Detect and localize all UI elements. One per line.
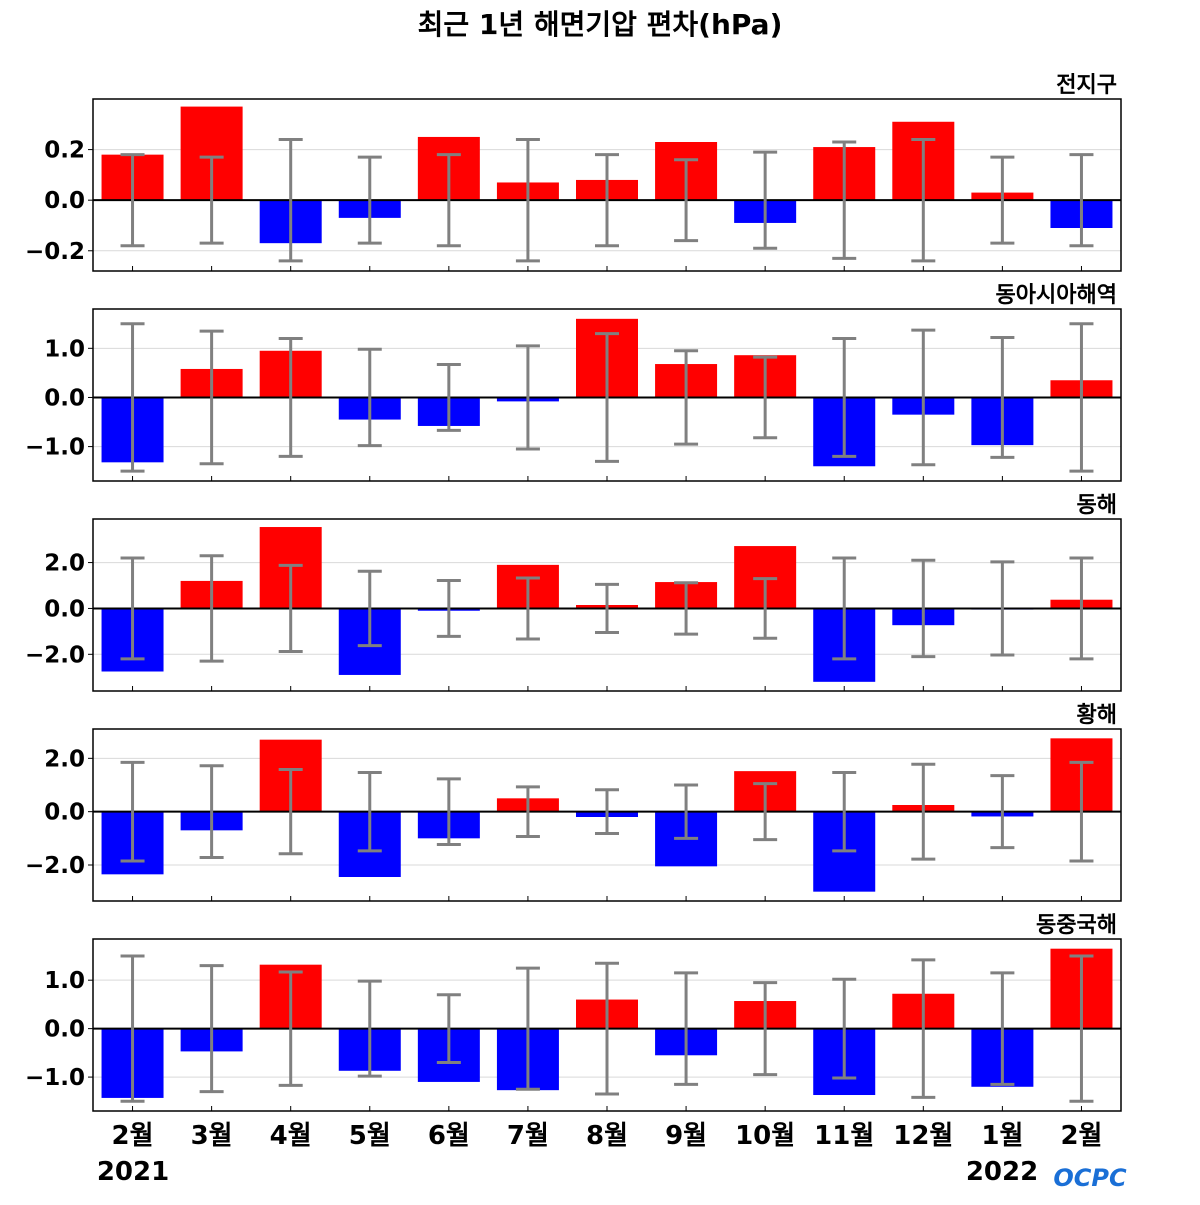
- y-tick-label: 0.0: [44, 596, 85, 622]
- y-tick-label: 0.0: [44, 188, 85, 214]
- y-tick-label: −2.0: [25, 853, 85, 879]
- y-tick-label: 0.0: [44, 385, 85, 411]
- y-tick-label: 0.2: [44, 138, 85, 164]
- panel-title: 황해: [1077, 703, 1117, 728]
- y-tick-label: −1.0: [25, 435, 85, 461]
- y-tick-label: 1.0: [44, 336, 85, 362]
- x-tick-label: 1월: [981, 1121, 1023, 1151]
- panel-title: 동해: [1077, 493, 1117, 518]
- panel-title: 전지구: [1056, 73, 1117, 98]
- y-tick-label: 1.0: [44, 968, 85, 994]
- y-tick-label: 0.0: [44, 1017, 85, 1043]
- chart-panel: 2.0 0.0 −2.0 황해: [25, 703, 1122, 902]
- x-tick-label: 9월: [665, 1121, 707, 1151]
- y-tick-label: 0.0: [44, 800, 85, 826]
- x-tick-label: 3월: [191, 1121, 233, 1151]
- year-label-start: 2021: [97, 1157, 169, 1187]
- x-tick-label: 2월: [112, 1121, 154, 1151]
- year-label-end: 2022: [966, 1157, 1038, 1187]
- x-tick-label: 12월: [893, 1121, 953, 1151]
- chart-panels: 0.2 0.0 −0.2 전지구 1.0 0.0 −1.0 동아시아해역 2.0 0.0 −2.0 동…: [25, 73, 1122, 1112]
- x-tick-label: 6월: [428, 1121, 470, 1151]
- chart-panel: 1.0 0.0 −1.0 동중국해: [25, 913, 1122, 1112]
- y-tick-label: −0.2: [25, 239, 85, 265]
- chart-panel: 0.2 0.0 −0.2 전지구: [25, 73, 1122, 272]
- chart-panel: 2.0 0.0 −2.0 동해: [25, 493, 1122, 692]
- x-tick-label: 4월: [270, 1121, 312, 1151]
- panel-title: 동아시아해역: [996, 283, 1117, 308]
- x-tick-label: 11월: [814, 1121, 874, 1151]
- x-tick-label: 8월: [586, 1121, 628, 1151]
- x-tick-label: 7월: [507, 1121, 549, 1151]
- x-tick-label: 2월: [1060, 1121, 1102, 1151]
- y-tick-label: 2.0: [44, 551, 85, 577]
- y-tick-label: 2.0: [44, 746, 85, 772]
- figure-title: 최근 1년 해면기압 편차(hPa): [418, 8, 783, 41]
- chart-panel: 1.0 0.0 −1.0 동아시아해역: [25, 283, 1122, 482]
- x-axis: 2월 3월 4월 5월 6월 7월 8월 9월 10월 11월 12월 1월 2월: [112, 1121, 1103, 1151]
- x-tick-label: 10월: [735, 1121, 795, 1151]
- x-tick-label: 5월: [349, 1121, 391, 1151]
- y-tick-label: −1.0: [25, 1065, 85, 1091]
- ocpc-logo: OCPC: [1053, 1164, 1127, 1192]
- y-tick-label: −2.0: [25, 642, 85, 668]
- panel-title: 동중국해: [1036, 913, 1117, 938]
